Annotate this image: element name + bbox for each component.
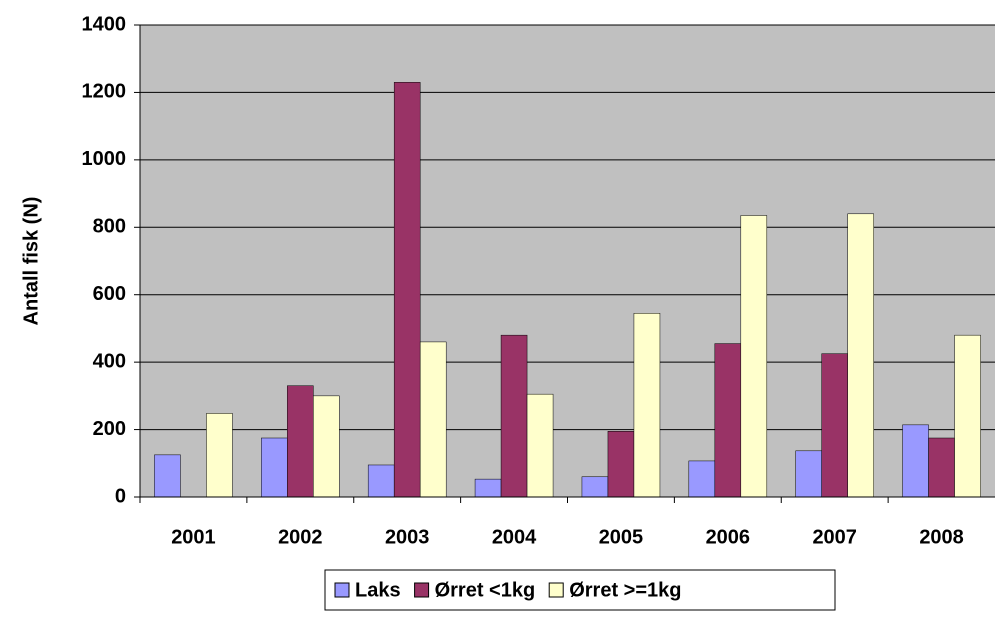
bar: [393, 82, 421, 498]
bar: [714, 343, 742, 498]
bar: [261, 437, 288, 498]
bar: [526, 393, 554, 498]
y-tick-label: 0: [115, 485, 126, 507]
x-tick-label: 2002: [278, 526, 323, 548]
bar: [206, 413, 233, 498]
legend-swatch: [548, 582, 564, 598]
x-tick-label: 2005: [599, 526, 644, 548]
legend-box: [324, 569, 836, 611]
y-tick-label: 200: [93, 418, 126, 440]
bar: [581, 476, 609, 498]
x-tick-label: 2006: [706, 526, 751, 548]
x-tick-label: 2004: [492, 526, 537, 548]
y-tick-label: 1000: [82, 148, 127, 170]
legend-swatch: [334, 582, 350, 598]
bar: [607, 431, 635, 498]
bar: [419, 341, 447, 498]
bar: [821, 353, 848, 498]
bar: [740, 215, 768, 498]
bar: [954, 334, 981, 498]
bar: [367, 464, 395, 498]
x-tick-label: 2008: [919, 526, 964, 548]
y-tick-label: 400: [93, 350, 126, 372]
bar: [474, 478, 502, 498]
bar: [287, 385, 314, 498]
y-tick-label: 1400: [82, 13, 127, 35]
bar: [154, 454, 181, 498]
legend-label: Ørret >=1kg: [569, 579, 681, 601]
bar: [500, 334, 528, 498]
legend-label: Laks: [355, 579, 401, 601]
bar: [688, 460, 716, 498]
bar: [928, 437, 955, 498]
bar: [847, 213, 874, 498]
legend-swatch: [414, 582, 430, 598]
y-axis-title: Antall fisk (N): [20, 197, 42, 326]
bar: [902, 424, 929, 498]
x-tick-label: 2007: [812, 526, 857, 548]
bar: [313, 395, 340, 498]
x-tick-label: 2003: [385, 526, 430, 548]
y-tick-label: 800: [93, 216, 126, 238]
bar: [795, 450, 822, 498]
y-tick-label: 1200: [82, 81, 127, 103]
legend-label: Ørret <1kg: [435, 579, 536, 601]
x-tick-label: 2001: [171, 526, 216, 548]
y-tick-label: 600: [93, 283, 126, 305]
bar: [633, 313, 661, 498]
